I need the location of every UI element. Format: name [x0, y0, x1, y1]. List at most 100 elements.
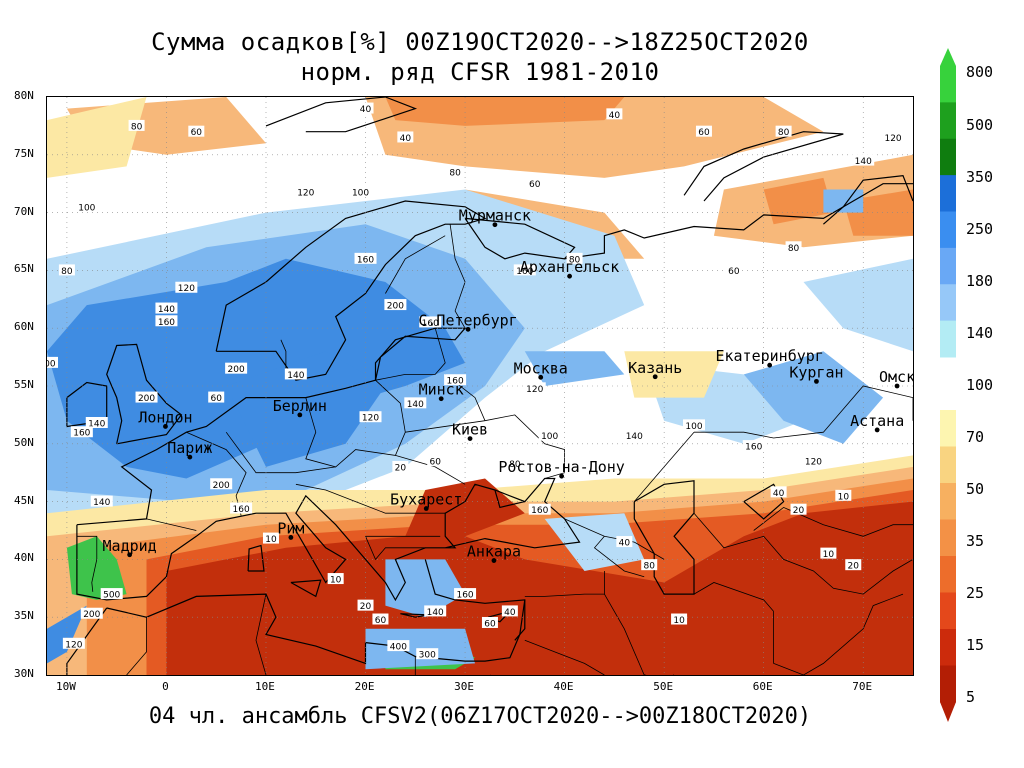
border-line: [773, 593, 904, 675]
lat-tick-label: 45N: [14, 493, 34, 507]
contour-label: 100: [47, 359, 56, 369]
city-label: Рим: [277, 519, 304, 537]
lon-tick-label: 10W: [55, 680, 76, 693]
contour-label: 60: [210, 394, 222, 404]
contour-label: 500: [103, 591, 120, 601]
legend-label: 70: [966, 428, 985, 446]
lon-tick-label: 10E: [255, 680, 275, 693]
contour-label: 160: [531, 506, 548, 516]
contour-label-bg: [85, 416, 108, 428]
contour-label: 80: [61, 267, 73, 277]
legend-swatch: [940, 629, 956, 666]
legend-swatch: [940, 211, 956, 249]
coastline: [743, 483, 785, 520]
contour-label-bg: [785, 241, 802, 253]
lat-tick-label: 50N: [14, 435, 34, 449]
contour-label-bg: [349, 185, 372, 197]
legend-swatch: [940, 320, 956, 358]
contour-label-bg: [820, 547, 837, 559]
contour-label-bg: [770, 486, 787, 498]
city-label: Архангельск: [520, 258, 619, 276]
legend-label: 800: [966, 63, 994, 81]
border-line: [604, 593, 645, 675]
city-label: С.Петербург: [418, 311, 517, 329]
city-label: Мурманск: [459, 207, 531, 225]
border-line: [255, 594, 267, 675]
contour-label-bg: [481, 616, 498, 628]
chart-title-line1: Сумма осадков[%] 00Z19OCT2020-->18Z25OCT…: [151, 28, 809, 56]
contour-label-bg: [538, 429, 561, 441]
contour-label: 60: [484, 619, 496, 629]
contour-label-bg: [392, 460, 409, 472]
contour-label-bg: [523, 382, 546, 394]
lon-tick-label: 70E: [852, 680, 873, 693]
legend-label: 350: [966, 168, 994, 186]
contour-label-bg: [671, 613, 688, 625]
legend-swatch: [940, 138, 956, 176]
field-region: [385, 97, 625, 126]
contour-label: 20: [360, 602, 372, 612]
city-label: Москва: [514, 359, 568, 377]
color-legend: [940, 48, 956, 722]
contour-label: 60: [698, 128, 710, 138]
city-markers: Мурманск Архангельск С.Петербург Москва Каза…: [103, 207, 913, 563]
contour-label: 160: [233, 505, 250, 515]
coastline: [564, 183, 913, 260]
contour-label: 140: [93, 498, 110, 508]
coastline: [494, 489, 525, 509]
legend-swatch: [940, 665, 956, 703]
contour-label-bg: [506, 457, 523, 469]
contour-label: 300: [419, 651, 436, 661]
contour-label-bg: [262, 532, 279, 544]
contour-label: 100: [78, 203, 95, 213]
coastline: [247, 544, 265, 572]
contour-label: 160: [73, 429, 90, 439]
contour-label-bg: [606, 108, 623, 120]
contour-label-bg: [790, 503, 807, 515]
contour-label: 100: [541, 432, 558, 442]
border-line: [295, 483, 446, 514]
lat-tick-label: 65N: [14, 262, 34, 276]
field-region: [823, 189, 864, 213]
city-dot: [127, 552, 133, 558]
contour-label-bg: [616, 536, 633, 548]
city-dot: [538, 374, 544, 380]
contour-label-bg: [424, 605, 447, 617]
legend-label: 35: [966, 532, 985, 550]
contour-label: 60: [429, 458, 441, 468]
contour-label: 200: [138, 394, 155, 404]
field-region: [166, 478, 913, 675]
legend-swatch: [940, 446, 956, 484]
city-dot: [467, 436, 473, 441]
legend-arrow-bottom: [940, 702, 956, 722]
border-line: [753, 506, 913, 537]
border-line: [395, 455, 466, 485]
contour-label: 200: [228, 365, 245, 375]
city-label: Лондон: [138, 408, 192, 426]
contour-label: 160: [158, 318, 175, 328]
contour-label: 160: [745, 443, 762, 453]
field-region: [66, 536, 127, 600]
city-label: Казань: [628, 359, 682, 377]
legend-label: 25: [966, 584, 985, 602]
coastline: [464, 217, 576, 260]
border-line: [524, 571, 605, 597]
contour-label-bg: [357, 599, 374, 611]
legend-label: 5: [966, 688, 976, 706]
contour-label: 80: [449, 169, 461, 179]
city-dot: [163, 424, 168, 429]
contour-label: 160: [516, 267, 533, 277]
city-label: Ростов-на-Дону: [498, 458, 624, 476]
map-canvas: 40 80 60 40 80 40 60 80 120 140 120 100 60 100 160 160 8…: [47, 97, 913, 675]
contour-label-bg: [100, 588, 123, 600]
border-line: [385, 235, 446, 294]
coastline: [683, 131, 844, 202]
legend-label: 100: [966, 376, 994, 394]
border-line: [375, 328, 446, 381]
contour-label-bg: [230, 502, 253, 514]
field-region: [385, 559, 466, 618]
lat-tick-label: 35N: [14, 609, 34, 623]
legend-swatch: [940, 284, 956, 322]
field-region: [803, 258, 913, 352]
contour-label: 20: [793, 506, 805, 516]
